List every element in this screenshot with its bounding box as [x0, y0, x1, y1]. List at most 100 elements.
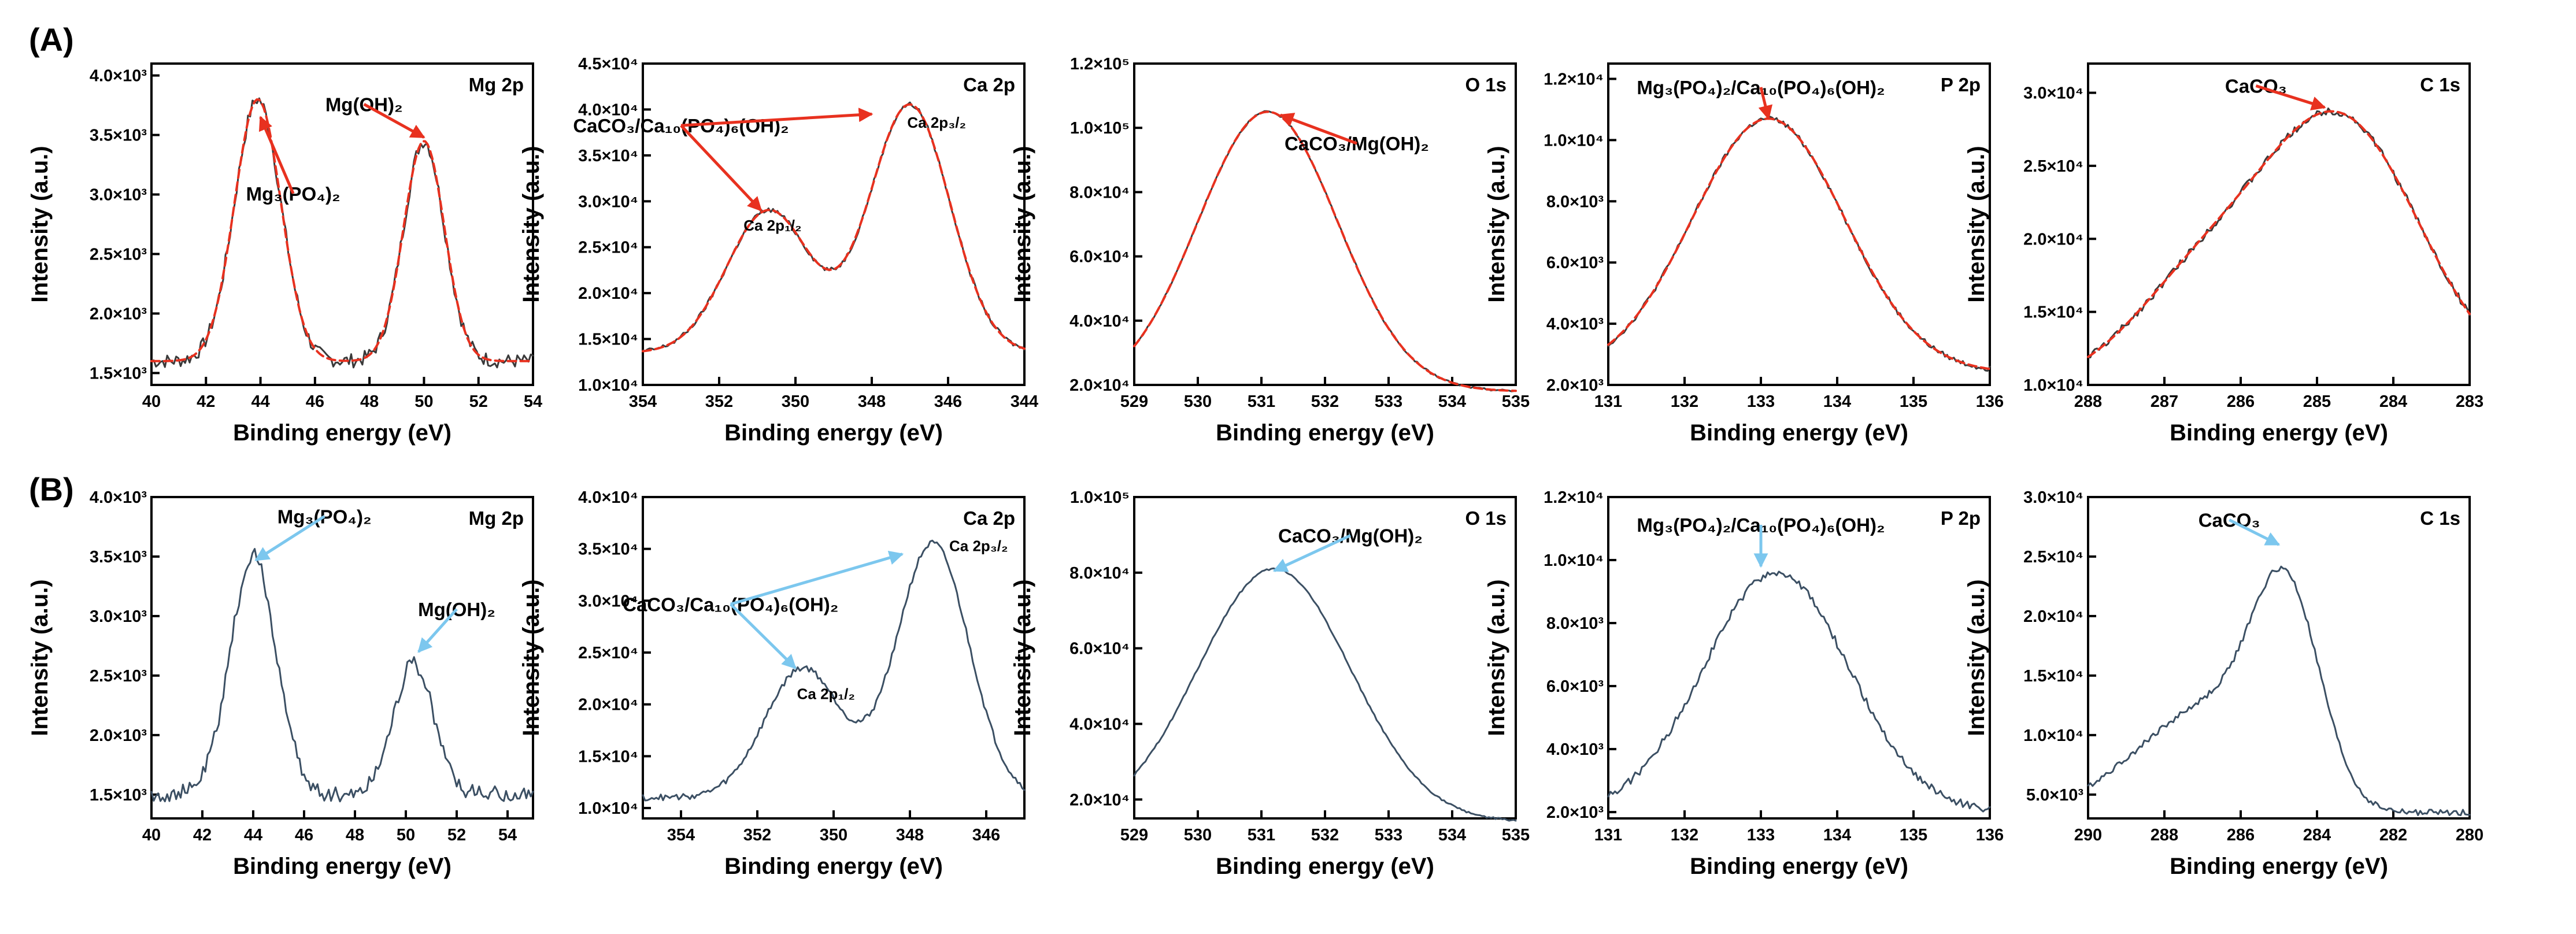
x-tick-label: 288 [2074, 392, 2102, 411]
row-label-a: (A) [29, 21, 74, 58]
x-axis-title: Binding energy (eV) [233, 420, 451, 446]
annotation-arrow [254, 515, 325, 562]
xps-panel-0-3: 2.0×10³ 4.0×10³ 6.0×10³ 8.0×10³ 1.0×10⁴ 1.2×1… [1484, 62, 2004, 446]
y-tick-label: 6.0×10³ [1546, 677, 1604, 696]
y-tick-label: 1.0×10⁴ [1544, 131, 1604, 150]
xps-panel-0-2: 2.0×10⁴ 4.0×10⁴ 6.0×10⁴ 8.0×10⁴ 1.0×10⁵ 1.2×1… [1010, 55, 1530, 446]
x-axis-title: Binding energy (eV) [724, 420, 943, 446]
y-tick-label: 2.0×10⁴ [2023, 607, 2083, 626]
x-axis-title: Binding energy (eV) [2170, 854, 2388, 879]
x-tick-label: 529 [1120, 392, 1148, 411]
x-tick-label: 283 [2456, 392, 2484, 411]
core-level-label: Mg 2p [469, 507, 524, 529]
x-tick-label: 350 [782, 392, 809, 411]
y-tick-label: 3.5×10⁴ [578, 540, 638, 559]
y-tick-label: 1.0×10⁴ [2023, 727, 2083, 745]
annotation-label: Mg₃(PO₄)₂ [246, 183, 340, 205]
y-tick-label: 8.0×10⁴ [1069, 183, 1130, 202]
y-tick-label: 4.0×10⁴ [1069, 715, 1130, 733]
row-label-b: (B) [29, 471, 74, 507]
x-tick-label: 40 [142, 392, 161, 411]
annotation-label: Ca 2p₃/₂ [949, 537, 1008, 554]
x-tick-label: 282 [2379, 826, 2407, 844]
x-tick-label: 354 [629, 392, 657, 411]
x-tick-label: 532 [1311, 826, 1339, 844]
x-tick-label: 134 [1823, 826, 1851, 844]
x-tick-label: 346 [934, 392, 962, 411]
x-tick-label: 42 [197, 392, 215, 411]
raw-spectrum-line [2087, 565, 2471, 816]
x-tick-label: 136 [1976, 826, 2004, 844]
y-axis-title: Intensity (a.u.) [27, 579, 53, 736]
fit-spectrum-line [1607, 117, 1991, 370]
x-tick-label: 52 [469, 392, 488, 411]
x-tick-label: 135 [1900, 826, 1927, 844]
y-tick-label: 1.0×10⁴ [578, 376, 638, 395]
raw-spectrum-line [1607, 570, 1991, 813]
y-tick-label: 1.5×10⁴ [578, 331, 638, 349]
annotation-arrow [258, 116, 295, 194]
y-tick-label: 2.5×10³ [90, 245, 147, 264]
x-tick-label: 287 [2151, 392, 2178, 411]
y-tick-label: 6.0×10³ [1546, 254, 1604, 272]
y-axis-title: Intensity (a.u.) [519, 146, 544, 302]
x-tick-label: 533 [1375, 826, 1402, 844]
y-tick-label: 1.2×10⁵ [1070, 55, 1130, 73]
annotation-label: Ca 2p₁/₂ [797, 685, 855, 703]
y-tick-label: 2.5×10⁴ [2023, 157, 2083, 176]
annotation-arrow [363, 103, 425, 139]
y-tick-label: 1.0×10⁴ [2023, 376, 2083, 395]
x-tick-label: 133 [1747, 392, 1775, 411]
y-tick-label: 1.0×10⁴ [578, 799, 638, 818]
x-tick-label: 348 [896, 826, 924, 844]
plot-frame [1133, 62, 1517, 386]
x-tick-label: 48 [346, 826, 364, 844]
x-tick-label: 50 [397, 826, 415, 844]
x-tick-label: 132 [1671, 392, 1698, 411]
x-tick-label: 284 [2303, 826, 2331, 844]
x-tick-label: 54 [498, 826, 517, 844]
y-tick-label: 2.0×10³ [90, 305, 147, 323]
x-tick-label: 131 [1594, 826, 1622, 844]
y-tick-label: 3.5×10⁴ [578, 147, 638, 165]
y-tick-label: 1.2×10⁴ [1544, 70, 1604, 88]
x-tick-label: 535 [1502, 826, 1530, 844]
core-level-label: Mg 2p [469, 74, 524, 95]
annotation-arrow [730, 550, 904, 606]
x-axis-title: Binding energy (eV) [233, 854, 451, 879]
y-tick-label: 2.0×10⁴ [578, 284, 638, 303]
y-tick-label: 4.0×10³ [1546, 315, 1604, 333]
x-tick-label: 532 [1311, 392, 1339, 411]
xps-panel-1-3: 2.0×10³ 4.0×10³ 6.0×10³ 8.0×10³ 1.0×10⁴ 1.2×1… [1484, 488, 2004, 879]
x-tick-label: 350 [820, 826, 847, 844]
y-tick-label: 4.0×10⁴ [578, 488, 638, 507]
y-tick-label: 1.5×10⁴ [2023, 667, 2083, 685]
y-tick-label: 2.0×10³ [1546, 803, 1604, 822]
x-tick-label: 344 [1011, 392, 1038, 411]
y-tick-label: 1.0×10⁴ [1544, 551, 1604, 570]
x-tick-label: 48 [360, 392, 379, 411]
core-level-label: O 1s [1465, 74, 1507, 95]
x-tick-label: 534 [1438, 392, 1466, 411]
plot-frame [2087, 496, 2471, 820]
y-tick-label: 1.0×10⁵ [1070, 119, 1130, 138]
y-axis-title: Intensity (a.u.) [1010, 579, 1035, 736]
x-axis-title: Binding energy (eV) [2170, 420, 2388, 446]
core-level-label: P 2p [1941, 507, 1981, 529]
x-tick-label: 44 [251, 392, 269, 411]
y-tick-label: 2.5×10³ [90, 667, 147, 685]
y-tick-label: 2.0×10⁴ [1069, 376, 1130, 395]
y-tick-label: 3.0×10⁴ [2023, 488, 2083, 507]
y-tick-label: 4.5×10⁴ [578, 55, 638, 73]
x-tick-label: 530 [1184, 392, 1212, 411]
annotation-arrow [730, 603, 797, 669]
x-tick-label: 348 [858, 392, 886, 411]
y-tick-label: 4.0×10⁴ [1069, 312, 1130, 331]
x-tick-label: 286 [2227, 392, 2255, 411]
x-tick-label: 50 [414, 392, 433, 411]
y-tick-label: 1.5×10³ [90, 786, 147, 805]
y-tick-label: 2.0×10³ [1546, 376, 1604, 395]
x-tick-label: 346 [972, 826, 1000, 844]
xps-panel-0-4: 1.0×10⁴ 1.5×10⁴ 2.0×10⁴ 2.5×10⁴ 3.0×10⁴ 288 28… [1964, 62, 2484, 446]
